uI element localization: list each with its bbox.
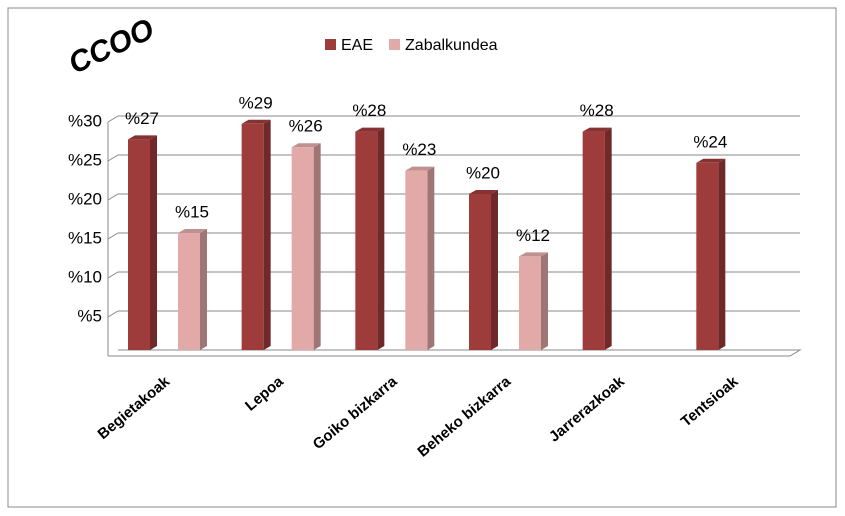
grid-line xyxy=(107,193,800,201)
bar-side xyxy=(604,127,612,350)
value-label: %28 xyxy=(580,101,614,120)
bar-top xyxy=(355,127,385,132)
bar-side xyxy=(541,252,548,350)
bar xyxy=(241,123,264,350)
value-label: %28 xyxy=(352,101,386,120)
y-tick-label: %15 xyxy=(68,228,102,247)
bar-side xyxy=(377,127,385,350)
bar-side xyxy=(150,135,157,350)
value-label: %12 xyxy=(516,226,550,245)
value-label: %27 xyxy=(125,109,159,128)
legend-label: EAE xyxy=(341,37,373,54)
bar xyxy=(696,162,719,350)
bar-side xyxy=(313,143,321,350)
bar-top xyxy=(128,135,157,140)
bar-top xyxy=(405,166,435,171)
bar-top xyxy=(241,119,271,124)
bar-top xyxy=(696,158,726,163)
y-tick-label: %30 xyxy=(68,111,102,130)
bar xyxy=(582,131,605,350)
value-label: %24 xyxy=(693,132,727,151)
legend-swatch xyxy=(325,39,336,50)
grid-line xyxy=(107,154,800,162)
bar-side xyxy=(491,190,498,350)
value-label: %29 xyxy=(239,93,273,112)
bar xyxy=(355,131,378,350)
bar-top xyxy=(469,190,498,194)
bar xyxy=(291,147,314,350)
bar-top xyxy=(519,252,548,257)
grid-line xyxy=(107,310,800,318)
grid-line xyxy=(107,271,800,279)
y-tick-label: %5 xyxy=(77,306,102,325)
bar-side xyxy=(718,158,726,350)
floor xyxy=(108,349,802,357)
grid-line xyxy=(107,115,800,123)
y-tick-label: %20 xyxy=(68,189,102,208)
legend-label: Zabalkundea xyxy=(405,37,498,54)
value-label: %15 xyxy=(175,202,209,221)
value-label: %26 xyxy=(289,117,323,136)
y-tick-label: %10 xyxy=(68,267,102,286)
bar-top xyxy=(582,127,612,132)
bar-side xyxy=(427,166,435,350)
bar xyxy=(128,139,150,350)
bar xyxy=(519,256,541,350)
bar-top xyxy=(291,143,321,148)
value-label: %20 xyxy=(466,163,500,182)
bar xyxy=(469,194,491,350)
value-label: %23 xyxy=(402,140,436,159)
y-tick-label: %25 xyxy=(68,150,102,169)
bar-side xyxy=(263,119,271,350)
grid-line xyxy=(107,232,800,240)
bar xyxy=(405,170,428,350)
bar xyxy=(178,233,200,350)
bar-side xyxy=(200,229,207,350)
bar-top xyxy=(178,229,207,233)
legend-swatch xyxy=(389,39,401,50)
